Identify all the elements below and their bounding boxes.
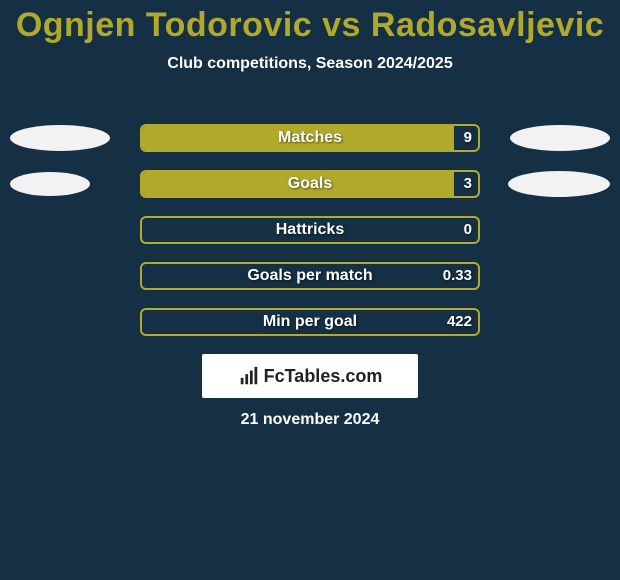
stat-row: Min per goal422 [0,308,620,336]
stat-row: Goals3 [0,170,620,198]
right-ellipse [508,171,610,197]
bars-icon [238,365,260,387]
bar-track [140,308,480,336]
left-ellipse [10,125,110,151]
brand-inner: FcTables.com [238,354,383,398]
stat-row: Matches9 [0,124,620,152]
right-ellipse [510,125,610,151]
comparison-infographic: Ognjen Todorovic vs Radosavljevic Club c… [0,0,620,580]
page-title: Ognjen Todorovic vs Radosavljevic [0,0,620,45]
date-text: 21 november 2024 [0,411,620,429]
page-subtitle: Club competitions, Season 2024/2025 [0,55,620,73]
brand-text: FcTables.com [264,366,383,387]
stat-row: Goals per match0.33 [0,262,620,290]
left-ellipse [10,172,90,196]
bar-fill [142,126,454,150]
bar-fill [142,172,454,196]
stat-row: Hattricks0 [0,216,620,244]
brand-box: FcTables.com [202,354,418,398]
bar-track [140,124,480,152]
bar-track [140,262,480,290]
bar-track [140,170,480,198]
bar-track [140,216,480,244]
